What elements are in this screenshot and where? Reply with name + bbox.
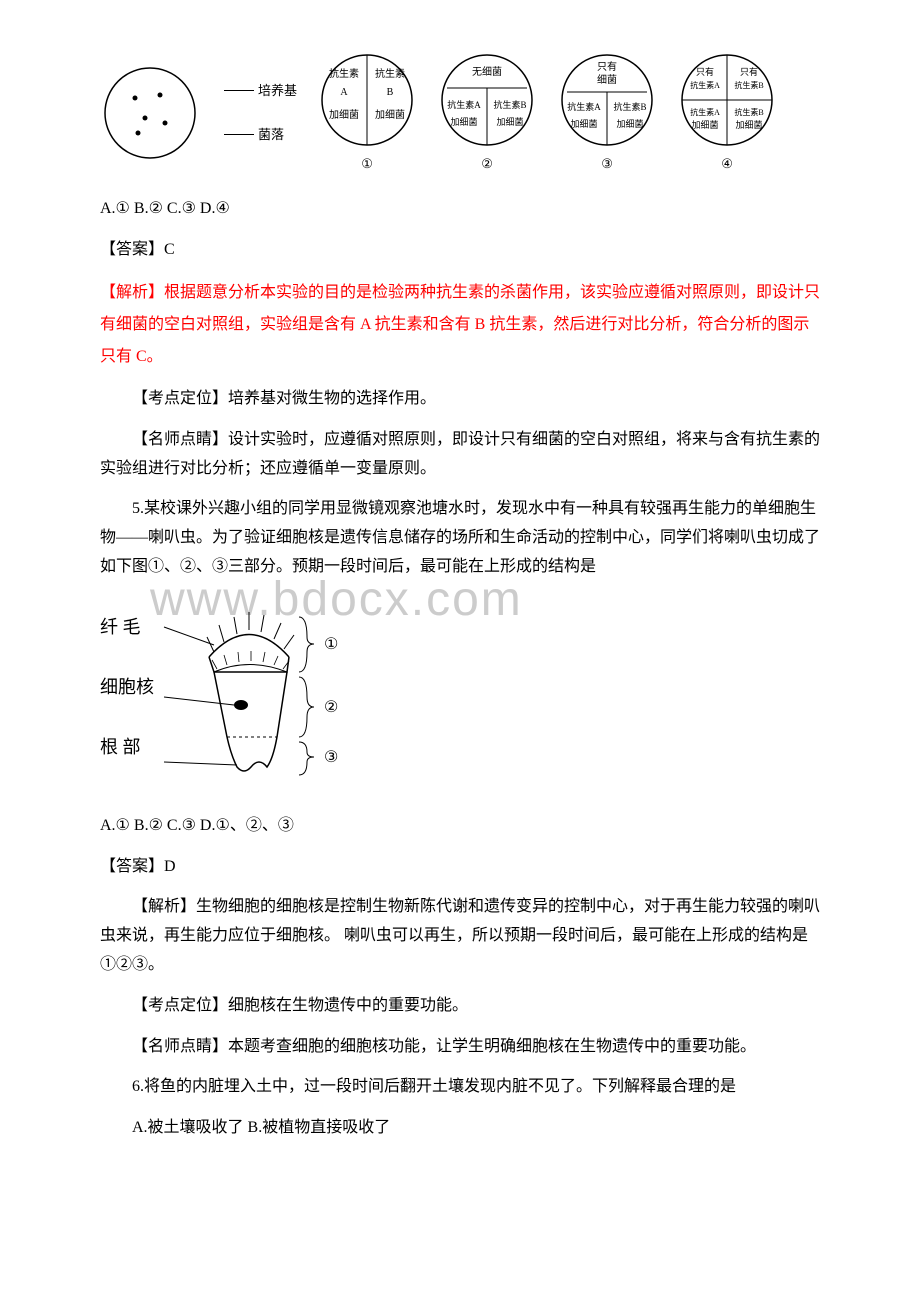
label-root: 根 部	[100, 717, 154, 777]
svg-text:③: ③	[324, 749, 338, 766]
svg-text:①: ①	[324, 636, 338, 653]
petri-dish-2: 无细菌 抗生素A 加细菌 抗生素B 加细菌 ②	[437, 50, 537, 175]
legend-colony: 菌落	[220, 123, 297, 146]
q6-stem: 6.将鱼的内脏埋入土中，过一段时间后翻开土壤发现内脏不见了。下列解释最合理的是	[100, 1073, 820, 1102]
q6-options-ab: A.被土壤吸收了 B.被植物直接吸收了	[100, 1114, 820, 1143]
q5-stem: 5.某校课外兴趣小组的同学用显微镜观察池塘水时，发现水中有一种具有较强再生能力的…	[100, 495, 820, 581]
dish-3-number: ③	[601, 152, 613, 175]
svg-text:抗生素A: 抗生素A	[690, 107, 720, 117]
labi-svg: ① ② ③	[159, 597, 359, 797]
q5-tips: 【名师点睛】本题考查细胞的细胞核功能，让学生明确细胞核在生物遗传中的重要功能。	[100, 1033, 820, 1062]
q4-options: A.① B.② C.③ D.④	[100, 195, 860, 224]
q5-options: A.① B.② C.③ D.①、②、③	[100, 812, 860, 841]
q5-topic: 【考点定位】细胞核在生物遗传中的重要功能。	[100, 992, 820, 1021]
q4-analysis: 【解析】根据题意分析本实验的目的是检验两种抗生素的杀菌作用，该实验应遵循对照原则…	[100, 277, 820, 373]
svg-text:抗生素B: 抗生素B	[614, 101, 647, 112]
svg-text:抗生素A: 抗生素A	[567, 101, 601, 112]
svg-text:A: A	[340, 87, 348, 98]
svg-text:加细菌: 加细菌	[375, 108, 405, 121]
dish-2-number: ②	[481, 152, 493, 175]
label-cilia: 纤 毛	[100, 597, 154, 657]
q4-topic: 【考点定位】培养基对微生物的选择作用。	[100, 385, 820, 414]
svg-text:加细菌: 加细菌	[571, 118, 598, 129]
q5-figure: www.bdocx.com 纤 毛 细胞核 根 部	[100, 597, 860, 797]
petri-dish-1: 抗生素 A 加细菌 抗生素 B 加细菌 ①	[317, 50, 417, 175]
svg-text:B: B	[387, 87, 394, 98]
legend-medium-text: 培养基	[258, 79, 297, 102]
svg-text:抗生素: 抗生素	[329, 67, 359, 80]
dish-4-number: ④	[721, 152, 733, 175]
svg-text:加细菌: 加细菌	[617, 118, 644, 129]
svg-text:只有: 只有	[696, 66, 714, 77]
svg-text:抗生素B: 抗生素B	[734, 107, 763, 117]
dish-1-number: ①	[361, 152, 373, 175]
svg-text:加细菌: 加细菌	[736, 119, 763, 130]
svg-text:细菌: 细菌	[597, 73, 617, 86]
svg-text:只有: 只有	[740, 66, 758, 77]
svg-text:加细菌: 加细菌	[497, 116, 524, 127]
svg-text:加细菌: 加细菌	[692, 119, 719, 130]
svg-text:②: ②	[324, 699, 338, 716]
svg-text:无细菌: 无细菌	[472, 65, 502, 78]
svg-text:只有: 只有	[597, 60, 617, 73]
label-nucleus: 细胞核	[100, 657, 154, 717]
petri-dish-4: 只有 抗生素A 只有 抗生素B 抗生素A 加细菌 抗生素B 加细菌 ④	[677, 50, 777, 175]
q5-analysis: 【解析】生物细胞的细胞核是控制生物新陈代谢和遗传变异的控制中心，对于再生能力较强…	[100, 893, 820, 979]
legend-medium: 培养基	[220, 79, 297, 102]
svg-text:加细菌: 加细菌	[451, 116, 478, 127]
svg-text:抗生素A: 抗生素A	[447, 99, 481, 110]
svg-text:抗生素B: 抗生素B	[494, 99, 527, 110]
svg-text:抗生素: 抗生素	[375, 67, 405, 80]
legend-colony-text: 菌落	[258, 123, 284, 146]
petri-dishes-figure: 培养基 菌落 抗生素 A 加细菌 抗生素 B 加细菌 ① 无细菌 抗生素A 加细…	[100, 50, 860, 175]
svg-text:加细菌: 加细菌	[329, 108, 359, 121]
petri-legend-dish	[100, 63, 200, 163]
q4-tips: 【名师点睛】设计实验时，应遵循对照原则，即设计只有细菌的空白对照组，将来与含有抗…	[100, 426, 820, 484]
q5-answer: 【答案】D	[100, 853, 820, 882]
svg-text:抗生素A: 抗生素A	[690, 80, 720, 90]
q4-answer: 【答案】C	[100, 236, 820, 265]
svg-text:抗生素B: 抗生素B	[734, 80, 763, 90]
petri-legend-labels: 培养基 菌落	[220, 79, 297, 146]
petri-dish-3: 只有 细菌 抗生素A 加细菌 抗生素B 加细菌 ③	[557, 50, 657, 175]
labi-left-labels: 纤 毛 细胞核 根 部	[100, 597, 154, 777]
